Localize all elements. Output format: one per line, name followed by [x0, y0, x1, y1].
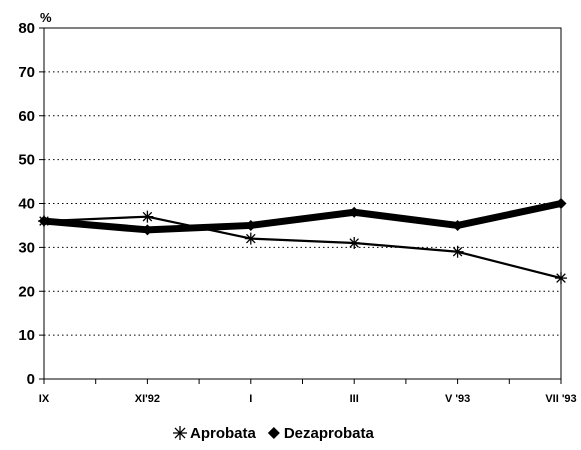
y-tick-label: 20	[18, 283, 35, 300]
legend-label-aprobata: Aprobata	[190, 425, 256, 442]
y-axis: 0 10 20 30 40 50 60 70 80	[18, 20, 44, 388]
data-point-dezaprobata	[452, 219, 464, 231]
data-point-aprobata	[141, 210, 154, 223]
y-tick-label: 0	[27, 371, 35, 388]
data-point-dezaprobata	[38, 215, 50, 227]
series-line-aprobata	[43, 215, 562, 280]
x-tick-label: III	[350, 393, 359, 405]
x-tick-label: V '93	[445, 393, 470, 405]
grid-lines	[44, 71, 561, 336]
y-tick-label: 70	[18, 64, 35, 81]
legend-marker-aprobata	[173, 426, 187, 440]
series-line-dezaprobata	[43, 200, 562, 234]
y-tick-label: 80	[18, 20, 35, 37]
legend-label-dezaprobata: Dezaprobata	[284, 425, 375, 442]
x-tick-label: XI'92	[135, 393, 160, 405]
data-point-dezaprobata	[141, 224, 153, 236]
data-point-aprobata	[244, 232, 257, 245]
x-tick-label: IX	[39, 393, 50, 405]
y-tick-label: 50	[18, 152, 35, 169]
data-point-aprobata	[555, 272, 567, 285]
data-point-aprobata	[348, 236, 361, 249]
x-tick-label: VII '93	[545, 393, 576, 405]
legend: Aprobata Dezaprobata	[173, 425, 375, 442]
y-unit-label: %	[40, 10, 52, 25]
x-axis: IX XI'92 I III V '93 VII '93	[39, 379, 577, 405]
data-point-dezaprobata	[245, 219, 257, 231]
x-tick-label: I	[249, 393, 252, 405]
data-point-dezaprobata	[348, 206, 360, 218]
series-group	[38, 198, 567, 285]
data-point-aprobata	[451, 245, 464, 258]
y-tick-label: 30	[18, 239, 35, 256]
legend-marker-dezaprobata	[267, 427, 280, 439]
y-tick-label: 10	[18, 327, 35, 344]
y-tick-label: 40	[18, 196, 35, 213]
y-tick-label: 60	[18, 108, 35, 125]
data-point-dezaprobata	[555, 198, 567, 209]
